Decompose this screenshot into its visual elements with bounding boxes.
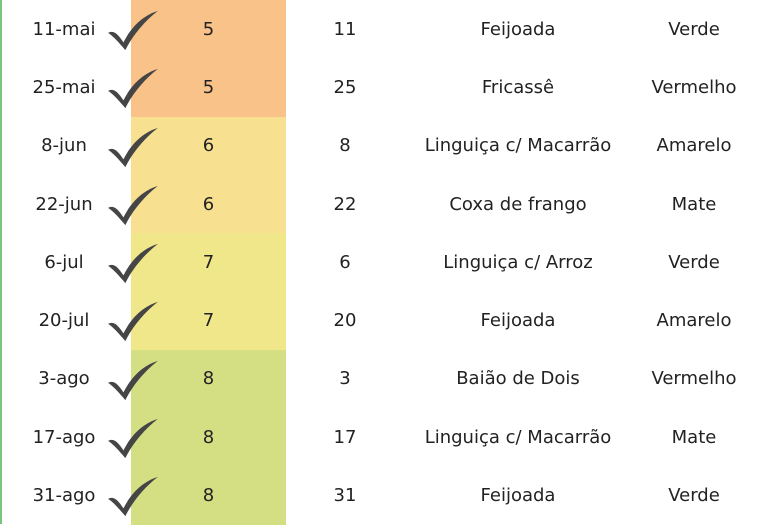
table-row: 3-ago 8 3 Baião de Dois Vermelho [0,349,758,409]
dish-cell: Feijoada [480,18,556,40]
dish-cell: Linguiça c/ Macarrão [424,426,612,448]
month-cell: 8 [131,408,286,467]
month-cell: 8 [131,466,286,525]
color-cell: Verde [668,251,720,273]
table-row: 20-jul 7 20 Feijoada Amarelo [0,291,758,350]
dish-cell: Coxa de frango [449,193,587,215]
dish-cell: Feijoada [480,310,556,332]
color-cell: Vermelho [651,368,737,390]
checkmark-icon [104,474,162,518]
color-cell: Vermelho [651,76,737,98]
day-cell: 25 [333,76,357,98]
checkmark-icon [104,358,162,402]
color-cell: Amarelo [656,135,732,157]
checkmark-icon [104,183,162,227]
day-cell: 8 [339,135,351,157]
date-cell: 8-jun [41,135,87,157]
date-cell: 31-ago [32,485,96,507]
checkmark-icon [104,125,162,169]
month-cell: 6 [131,174,286,234]
month-cell: 8 [131,349,286,409]
dish-cell: Linguiça c/ Macarrão [424,135,612,157]
table-row: 17-ago 8 17 Linguiça c/ Macarrão Mate [0,408,758,467]
date-cell: 17-ago [32,426,96,448]
day-cell: 17 [333,426,357,448]
dish-cell: Fricassê [481,76,555,98]
date-cell: 11-mai [32,18,96,40]
table-row: 6-jul 7 6 Linguiça c/ Arroz Verde [0,233,758,292]
table-row: 11-mai 5 11 Feijoada Verde [0,0,758,59]
day-cell: 3 [339,368,351,390]
checkmark-icon [104,299,162,343]
day-cell: 11 [333,18,357,40]
month-cell: 7 [131,291,286,350]
color-cell: Verde [668,485,720,507]
dish-cell: Feijoada [480,485,556,507]
table-row: 22-jun 6 22 Coxa de frango Mate [0,174,758,234]
checkmark-icon [104,416,162,460]
day-cell: 22 [333,193,357,215]
table-row: 8-jun 6 8 Linguiça c/ Macarrão Amarelo [0,116,758,175]
day-cell: 31 [333,485,357,507]
month-cell: 5 [131,58,286,117]
date-cell: 6-jul [44,251,84,273]
color-cell: Mate [671,193,717,215]
date-cell: 25-mai [32,76,96,98]
date-cell: 22-jun [35,193,93,215]
dish-cell: Baião de Dois [456,368,580,390]
checkmark-icon [104,66,162,110]
day-cell: 6 [339,251,351,273]
date-cell: 3-ago [38,368,90,390]
checkmark-icon [104,8,162,52]
color-cell: Mate [671,426,717,448]
color-cell: Verde [668,18,720,40]
day-cell: 20 [333,310,357,332]
checkmark-icon [104,241,162,285]
month-cell: 5 [131,0,286,59]
date-cell: 20-jul [38,310,90,332]
table-row: 25-mai 5 25 Fricassê Vermelho [0,58,758,117]
left-border-line [0,0,2,524]
month-cell: 7 [131,233,286,292]
dish-cell: Linguiça c/ Arroz [443,251,593,273]
color-cell: Amarelo [656,310,732,332]
month-cell: 6 [131,116,286,175]
table-row: 31-ago 8 31 Feijoada Verde [0,466,758,525]
